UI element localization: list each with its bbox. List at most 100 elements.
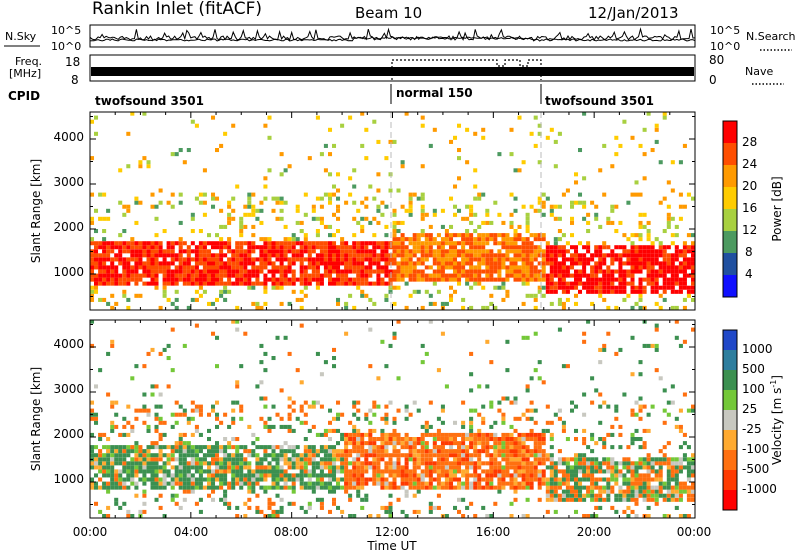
heatmap-cell [533, 233, 538, 238]
heatmap-cell [574, 473, 579, 478]
heatmap-cell [574, 477, 579, 482]
heatmap-cell [126, 265, 131, 270]
heatmap-cell [271, 196, 276, 201]
heatmap-cell [501, 257, 506, 262]
heatmap-cell [170, 368, 175, 373]
heatmap-cell [549, 469, 554, 474]
heatmap-cell [348, 473, 353, 478]
heatmap-cell [114, 457, 119, 462]
heatmap-cell [654, 501, 659, 506]
heatmap-cell [477, 473, 482, 478]
heatmap-cell [453, 245, 458, 250]
heatmap-cell [106, 489, 111, 494]
heatmap-cell [525, 388, 530, 393]
heatmap-cell [654, 277, 659, 282]
heatmap-cell [505, 461, 510, 466]
heatmap-cell [477, 465, 482, 470]
heatmap-cell [662, 388, 667, 393]
heatmap-cell [352, 233, 357, 238]
heatmap-cell [561, 424, 566, 429]
heatmap-cell [348, 453, 353, 458]
heatmap-cell [263, 277, 268, 282]
heatmap-cell [170, 445, 175, 450]
heatmap-cell [440, 404, 445, 409]
heatmap-cell [469, 437, 474, 442]
heatmap-cell [303, 257, 308, 262]
heatmap-cell [424, 428, 429, 433]
heatmap-cell [170, 473, 175, 478]
heatmap-cell [541, 269, 546, 274]
heatmap-cell [517, 273, 522, 278]
heatmap-cell [408, 277, 413, 282]
heatmap-cell [283, 265, 288, 270]
heatmap-cell [449, 241, 454, 246]
heatmap-cell [465, 473, 470, 478]
heatmap-cell [549, 261, 554, 266]
heatmap-cell [440, 241, 445, 246]
heatmap-cell [94, 457, 99, 462]
heatmap-cell [291, 473, 296, 478]
heatmap-cell [416, 269, 421, 274]
heatmap-cell [299, 249, 304, 254]
heatmap-cell [529, 253, 534, 258]
heatmap-cell [166, 297, 171, 302]
heatmap-cell [396, 253, 401, 258]
velocity-colorbar-block [723, 470, 737, 490]
heatmap-cell [243, 457, 248, 462]
cpid-segment-2: normal 150 [396, 86, 473, 100]
heatmap-cell [582, 281, 587, 286]
heatmap-cell [505, 457, 510, 462]
date-label: 12/Jan/2013 [588, 4, 679, 22]
heatmap-cell [614, 285, 619, 290]
heatmap-cell [332, 469, 337, 474]
heatmap-cell [319, 432, 324, 437]
heatmap-cell [170, 204, 175, 209]
heatmap-cell [247, 477, 252, 482]
heatmap-cell [323, 465, 328, 470]
heatmap-cell [549, 497, 554, 502]
heatmap-cell [392, 441, 397, 446]
heatmap-cell [332, 261, 337, 266]
heatmap-cell [461, 245, 466, 250]
heatmap-cell [102, 241, 107, 246]
heatmap-cell [227, 261, 232, 266]
heatmap-cell [586, 319, 591, 324]
heatmap-cell [453, 473, 458, 478]
heatmap-cell [485, 485, 490, 490]
heatmap-cell [682, 204, 687, 209]
heatmap-cell [352, 404, 357, 409]
heatmap-cell [271, 265, 276, 270]
heatmap-cell [182, 408, 187, 413]
heatmap-cell [691, 404, 696, 409]
heatmap-cell [650, 245, 655, 250]
heatmap-cell [311, 277, 316, 282]
heatmap-cell [646, 412, 651, 417]
heatmap-cell [340, 273, 345, 278]
heatmap-cell [610, 277, 615, 282]
heatmap-cell [142, 273, 147, 278]
heatmap-cell [662, 445, 667, 450]
heatmap-cell [646, 481, 651, 486]
heatmap-cell [360, 229, 365, 234]
heatmap-cell [477, 241, 482, 246]
heatmap-cell [106, 245, 111, 250]
heatmap-cell [368, 253, 373, 258]
heatmap-cell [255, 273, 260, 278]
heatmap-cell [404, 473, 409, 478]
heatmap-cell [501, 437, 506, 442]
heatmap-cell [457, 208, 462, 213]
heatmap-cell [186, 477, 191, 482]
heatmap-cell [198, 404, 203, 409]
heatmap-cell [412, 249, 417, 254]
heatmap-cell [194, 501, 199, 506]
heatmap-cell [348, 115, 353, 120]
heatmap-cell [170, 449, 175, 454]
heatmap-cell [436, 241, 441, 246]
heatmap-cell [227, 457, 232, 462]
heatmap-cell [582, 485, 587, 490]
heatmap-cell [279, 253, 284, 258]
heatmap-cell [606, 281, 611, 286]
heatmap-cell [352, 281, 357, 286]
heatmap-cell [372, 465, 377, 470]
heatmap-cell [231, 457, 236, 462]
